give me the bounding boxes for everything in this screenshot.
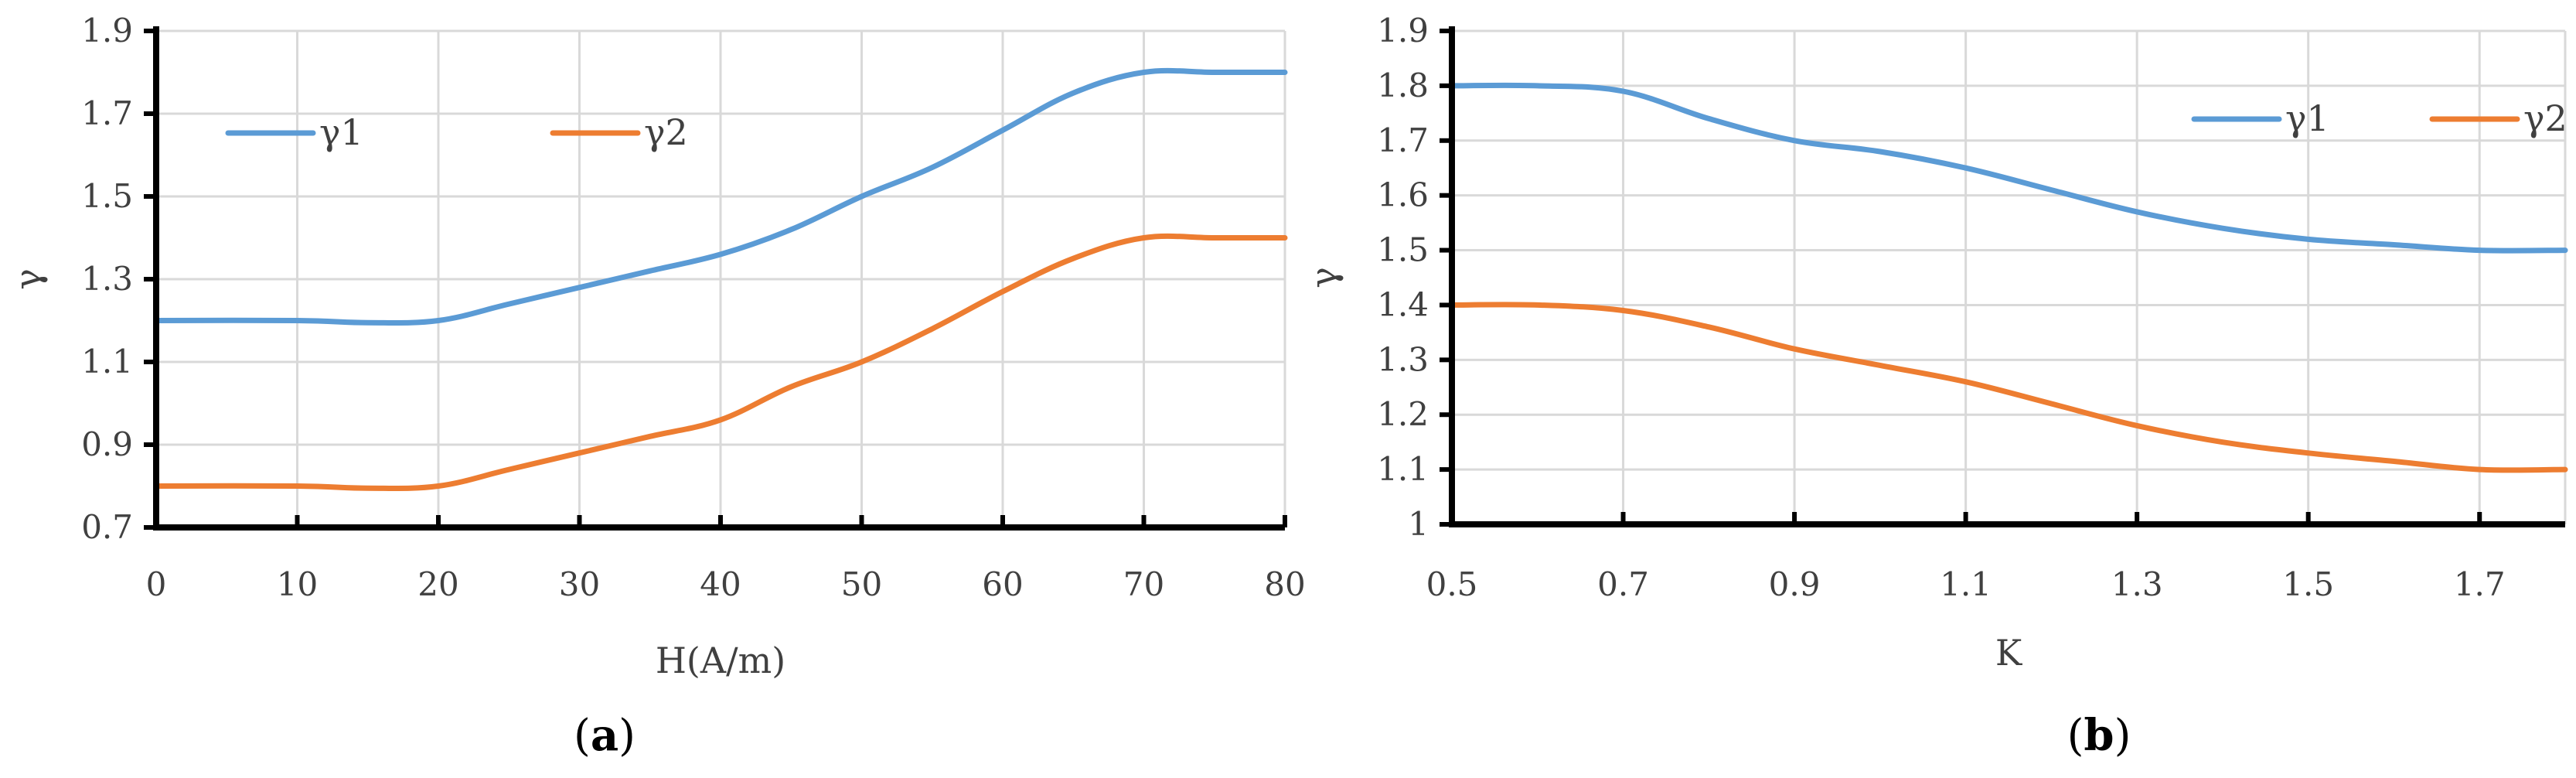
x-tick-label: 70 — [1123, 565, 1164, 603]
x-tick-label: 1.1 — [1940, 565, 1992, 603]
panel-label-letter: b — [2084, 710, 2114, 761]
y-tick-label: 1 — [1408, 505, 1429, 543]
x-tick-label: 0.5 — [1426, 565, 1478, 603]
x-tick-label: 1.3 — [2111, 565, 2163, 603]
panel-label: (a) — [574, 710, 635, 761]
y-tick-label: 1.6 — [1377, 176, 1429, 214]
series-line-2 — [153, 233, 1288, 491]
y-tick-label: 1.1 — [81, 343, 133, 380]
chart-panel-b: 1 1.1 1.2 1.3 1.4 1.5 1.6 1.7 1.8 1.9 0.5 0.7 0.9 1.1… — [1303, 12, 2568, 761]
x-axis-title: K — [1995, 632, 2023, 674]
x-tick-label: 0.7 — [1597, 565, 1649, 603]
y-tick-label: 1.5 — [81, 177, 133, 215]
legend-label-2: γ2 — [2523, 97, 2567, 139]
legend-label-2: γ2 — [644, 111, 688, 153]
y-tick-label: 1.7 — [81, 94, 133, 132]
gridlines — [156, 29, 1286, 527]
y-tick-label: 1.4 — [1377, 285, 1429, 323]
y-tick-label: 1.9 — [1377, 12, 1429, 49]
y-tick-label: 0.7 — [81, 508, 133, 546]
legend-label-1: γ1 — [319, 111, 363, 153]
y-axis-title: γ — [7, 268, 49, 290]
y-tick-label: 1.2 — [1377, 395, 1429, 433]
x-tick-label: 80 — [1264, 565, 1305, 603]
y-tick-label: 1.1 — [1377, 450, 1429, 488]
series-line-2 — [1449, 302, 2568, 473]
y-axis-title: γ — [1303, 267, 1344, 288]
series-line-1 — [153, 67, 1288, 326]
series-line-1 — [1449, 82, 2568, 254]
y-tick-label: 1.3 — [81, 260, 133, 298]
y-tick-label: 0.9 — [81, 425, 133, 463]
x-tick-label: 20 — [417, 565, 458, 603]
x-tick-label: 0 — [146, 565, 167, 603]
gridlines — [1452, 29, 2567, 524]
y-tick-label: 1.8 — [1377, 67, 1429, 104]
y-tick-label: 1.3 — [1377, 340, 1429, 378]
legend-label-1: γ1 — [2285, 97, 2329, 139]
x-tick-label: 50 — [841, 565, 882, 603]
x-tick-label: 10 — [277, 565, 318, 603]
panel-label: (b) — [2067, 710, 2131, 761]
x-tick-label: 0.9 — [1769, 565, 1821, 603]
x-tick-label: 30 — [559, 565, 600, 603]
y-tick-label: 1.9 — [81, 12, 133, 49]
y-tick-label: 1.5 — [1377, 231, 1429, 269]
x-tick-label: 60 — [982, 565, 1023, 603]
legend: γ1 γ2 — [225, 111, 688, 153]
x-tick-label: 1.7 — [2454, 565, 2506, 603]
panel-label-letter: a — [591, 710, 618, 761]
x-tick-label: 40 — [700, 565, 741, 603]
legend: γ1 γ2 — [2191, 97, 2567, 139]
chart-panel-a: 0.7 0.9 1.1 1.3 1.5 1.7 1.9 0 10 20 30 40 50 60 70 80 H(… — [7, 12, 1306, 761]
x-axis-title: H(A/m) — [656, 640, 785, 681]
x-tick-label: 1.5 — [2282, 565, 2334, 603]
y-tick-label: 1.7 — [1377, 121, 1429, 159]
